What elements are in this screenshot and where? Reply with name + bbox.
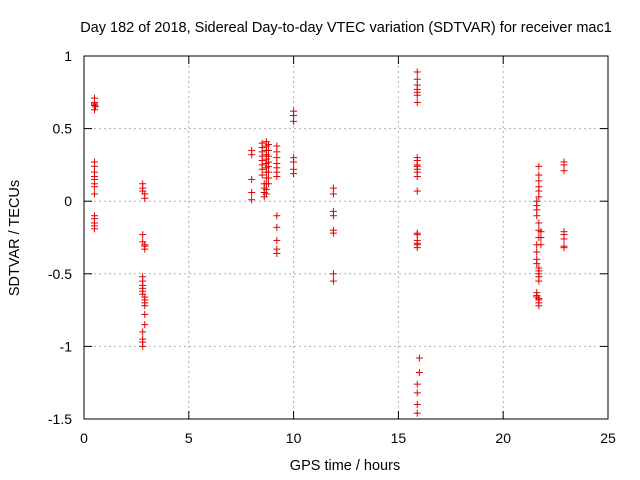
data-point bbox=[535, 219, 543, 227]
data-point bbox=[139, 342, 147, 350]
y-tick-label: -1.5 bbox=[48, 411, 72, 427]
data-point bbox=[413, 98, 421, 106]
data-point bbox=[141, 194, 149, 202]
plot-frame bbox=[83, 55, 609, 420]
y-tick-label: -0.5 bbox=[48, 266, 72, 282]
data-point bbox=[290, 170, 298, 178]
data-point bbox=[533, 260, 541, 268]
data-point bbox=[535, 162, 543, 170]
data-point bbox=[560, 235, 568, 243]
data-point bbox=[413, 68, 421, 76]
data-point bbox=[533, 212, 541, 220]
data-point bbox=[248, 151, 256, 159]
data-point bbox=[413, 389, 421, 397]
data-point bbox=[413, 91, 421, 99]
data-point bbox=[537, 241, 545, 249]
data-point bbox=[413, 187, 421, 195]
data-point bbox=[415, 354, 423, 362]
y-tick-label: -1 bbox=[60, 338, 73, 354]
y-tick-label: 1 bbox=[64, 48, 72, 64]
data-point bbox=[537, 234, 545, 241]
data-point bbox=[90, 225, 98, 233]
data-point bbox=[273, 212, 281, 220]
x-tick-label: 5 bbox=[185, 430, 193, 446]
data-point bbox=[273, 236, 281, 244]
data-point bbox=[535, 193, 543, 201]
x-tick-label: 15 bbox=[391, 430, 407, 446]
data-point bbox=[415, 369, 423, 377]
data-point bbox=[290, 158, 298, 166]
y-tick-labels: -1.5 -1 -0.5 0 0.5 1 bbox=[48, 48, 72, 427]
data-point bbox=[413, 244, 421, 252]
data-point bbox=[139, 231, 147, 239]
data-point bbox=[141, 321, 149, 329]
data-point bbox=[90, 190, 98, 198]
data-point bbox=[560, 167, 568, 175]
data-point bbox=[141, 245, 149, 253]
chart-title: Day 182 of 2018, Sidereal Day-to-day VTE… bbox=[80, 20, 612, 36]
data-point bbox=[258, 171, 266, 179]
data-point bbox=[90, 183, 98, 191]
data-point bbox=[139, 328, 147, 336]
y-tick-label: 0 bbox=[64, 193, 72, 209]
data-point bbox=[560, 244, 568, 252]
data-point bbox=[329, 212, 337, 220]
data-point bbox=[535, 302, 543, 310]
x-axis-label: GPS time / hours bbox=[290, 458, 400, 474]
data-point bbox=[141, 302, 149, 310]
data-point bbox=[290, 117, 298, 125]
data-point bbox=[413, 173, 421, 181]
x-tick-label: 10 bbox=[286, 430, 302, 446]
data-point bbox=[90, 106, 98, 114]
data-point bbox=[329, 277, 337, 285]
x-tick-label: 25 bbox=[600, 430, 616, 446]
data-point bbox=[329, 229, 337, 237]
y-axis-label: SDTVAR / TECUs bbox=[7, 180, 23, 296]
x-tick-labels: 0 5 10 15 20 25 bbox=[80, 430, 616, 446]
data-point bbox=[329, 270, 337, 278]
data-point bbox=[141, 310, 149, 318]
data-point bbox=[413, 409, 421, 417]
data-point bbox=[533, 248, 541, 256]
x-tick-label: 0 bbox=[80, 430, 88, 446]
data-point bbox=[262, 190, 270, 198]
data-point bbox=[273, 223, 281, 231]
data-point bbox=[264, 180, 272, 188]
x-tick-label: 20 bbox=[495, 430, 511, 446]
data-point bbox=[248, 196, 256, 204]
data-point bbox=[92, 103, 100, 111]
data-point bbox=[248, 175, 256, 183]
data-point bbox=[413, 380, 421, 388]
data-point bbox=[273, 173, 281, 181]
data-point bbox=[535, 277, 543, 285]
data-points bbox=[90, 68, 568, 417]
data-point bbox=[248, 188, 256, 196]
data-point bbox=[329, 190, 337, 198]
data-point bbox=[413, 400, 421, 408]
data-point bbox=[273, 249, 281, 257]
y-tick-label: 0.5 bbox=[53, 121, 73, 137]
